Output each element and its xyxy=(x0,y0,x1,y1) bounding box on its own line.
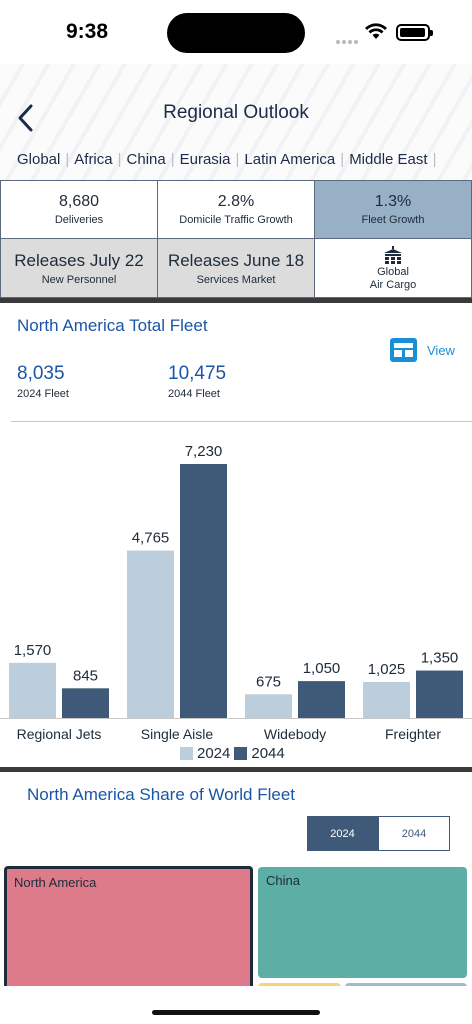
legend-swatch-2044 xyxy=(234,747,248,760)
tab-separator: | xyxy=(117,151,122,168)
bottom-safe-area xyxy=(0,986,472,1024)
air-cargo-label-line2: Air Cargo xyxy=(369,278,417,291)
view-button-label: View xyxy=(427,342,455,358)
home-indicator xyxy=(152,1010,320,1015)
bar-widebody-2024[interactable] xyxy=(245,694,292,718)
fleet-growth-card[interactable]: 1.3% Fleet Growth xyxy=(314,180,472,239)
fleet-growth-value: 1.3% xyxy=(374,193,412,210)
x-tick-label: Regional Jets xyxy=(17,726,102,742)
x-tick-label: Widebody xyxy=(264,726,326,742)
traffic-growth-label: Domicile Traffic Growth xyxy=(179,214,293,226)
fleet-bar-chart: 1,570 845 Regional Jets 4,765 7,230 Single Ai… xyxy=(0,443,472,742)
bar-single-aisle-2044[interactable] xyxy=(180,464,227,718)
legend-swatch-2024 xyxy=(180,747,193,760)
bar-regional-jets-2024[interactable] xyxy=(9,662,56,718)
battery-icon xyxy=(396,24,433,41)
fleet-2024-stat: 8,035 2024 Fleet xyxy=(17,363,69,400)
bar-data-label: 1,025 xyxy=(368,661,406,678)
view-button[interactable]: View xyxy=(390,338,455,362)
treemap-tile-china[interactable]: China xyxy=(258,867,467,978)
services-market-label: Services Market xyxy=(196,273,276,286)
tab-separator: | xyxy=(432,151,437,168)
legend-label-2024: 2024 xyxy=(197,745,231,762)
cellular-signal-icon xyxy=(336,31,360,49)
tab-separator: | xyxy=(65,151,70,168)
fleet-2024-value: 8,035 xyxy=(17,363,65,384)
legend-item-2024: 2024 xyxy=(180,745,230,762)
region-tabs: Global | Africa | China | Eurasia | Latin Americ… xyxy=(17,151,441,168)
treemap-tile-north-america[interactable]: North America xyxy=(4,866,253,996)
fleet-2044-label: 2044 Fleet xyxy=(168,388,220,400)
bar-regional-jets-2044[interactable] xyxy=(62,688,109,718)
new-personnel-card[interactable]: Releases July 22 New Personnel xyxy=(0,239,157,298)
chart-legend: 2024 2044 xyxy=(180,745,289,762)
year-toggle: 2024 2044 xyxy=(307,816,450,851)
fleet-2044-stat: 10,475 2044 Fleet xyxy=(168,363,226,400)
deliveries-value: 8,680 xyxy=(58,193,100,210)
fleet-section-title: North America Total Fleet xyxy=(17,316,208,335)
x-tick-label: Single Aisle xyxy=(141,726,214,742)
table-view-icon xyxy=(390,338,417,362)
region-tab-latin-america[interactable]: Latin America xyxy=(244,151,336,168)
bar-data-label: 1,050 xyxy=(303,660,341,677)
traffic-growth-value: 2.8% xyxy=(217,193,255,210)
x-tick-label: Freighter xyxy=(385,726,441,742)
bar-single-aisle-2024[interactable] xyxy=(127,550,174,718)
legend-item-2044: 2044 xyxy=(234,745,285,762)
section-divider xyxy=(0,767,472,772)
bar-data-label: 7,230 xyxy=(185,443,223,460)
region-tab-eurasia[interactable]: Eurasia xyxy=(179,151,231,168)
air-cargo-card[interactable]: Global Air Cargo xyxy=(314,239,472,298)
tab-separator: | xyxy=(170,151,175,168)
tab-separator: | xyxy=(235,151,240,168)
page-title: Regional Outlook xyxy=(163,102,309,123)
fleet-2044-value: 10,475 xyxy=(168,363,227,384)
page-header: Regional Outlook Global | Africa | China | Eur… xyxy=(0,64,472,180)
bar-data-label: 1,570 xyxy=(14,642,52,659)
deliveries-card[interactable]: 8,680 Deliveries xyxy=(0,180,157,239)
bar-freighter-2044[interactable] xyxy=(416,670,463,718)
cargo-terminal-icon xyxy=(384,245,402,264)
toggle-2044[interactable]: 2044 xyxy=(378,816,450,851)
bar-data-label: 675 xyxy=(256,673,281,690)
fleet-growth-label: Fleet Growth xyxy=(361,214,425,226)
bar-data-label: 845 xyxy=(73,667,98,684)
bar-data-label: 1,350 xyxy=(421,650,459,667)
deliveries-label: Deliveries xyxy=(54,214,104,226)
share-section-title: North America Share of World Fleet xyxy=(27,785,296,804)
bar-freighter-2024[interactable] xyxy=(363,681,410,718)
status-time: 9:38 xyxy=(66,20,109,43)
status-bar: 9:38 xyxy=(0,0,472,64)
region-tab-middle-east[interactable]: Middle East xyxy=(349,151,428,168)
legend-label-2044: 2044 xyxy=(251,745,285,762)
new-personnel-value: Releases July 22 xyxy=(14,250,144,270)
bar-data-label: 4,765 xyxy=(132,530,170,547)
traffic-growth-card[interactable]: 2.8% Domicile Traffic Growth xyxy=(157,180,314,239)
tab-separator: | xyxy=(340,151,345,168)
region-tab-china[interactable]: China xyxy=(126,151,166,168)
services-market-card[interactable]: Releases June 18 Services Market xyxy=(157,239,314,298)
new-personnel-label: New Personnel xyxy=(41,273,117,286)
bar-widebody-2044[interactable] xyxy=(298,681,345,718)
metrics-grid: 8,680 Deliveries 2.8% Domicile Traffic G… xyxy=(0,180,472,298)
toggle-2024[interactable]: 2024 xyxy=(307,816,378,851)
region-tab-global[interactable]: Global xyxy=(17,151,61,168)
fleet-2024-label: 2024 Fleet xyxy=(17,388,69,400)
section-divider xyxy=(0,298,472,303)
services-market-value: Releases June 18 xyxy=(167,250,305,270)
air-cargo-label-line1: Global xyxy=(377,265,409,278)
region-tab-africa[interactable]: Africa xyxy=(74,151,113,168)
wifi-icon xyxy=(365,23,387,39)
chart-top-rule xyxy=(11,421,472,422)
back-chevron-icon[interactable] xyxy=(12,100,42,136)
dynamic-island xyxy=(167,13,305,53)
